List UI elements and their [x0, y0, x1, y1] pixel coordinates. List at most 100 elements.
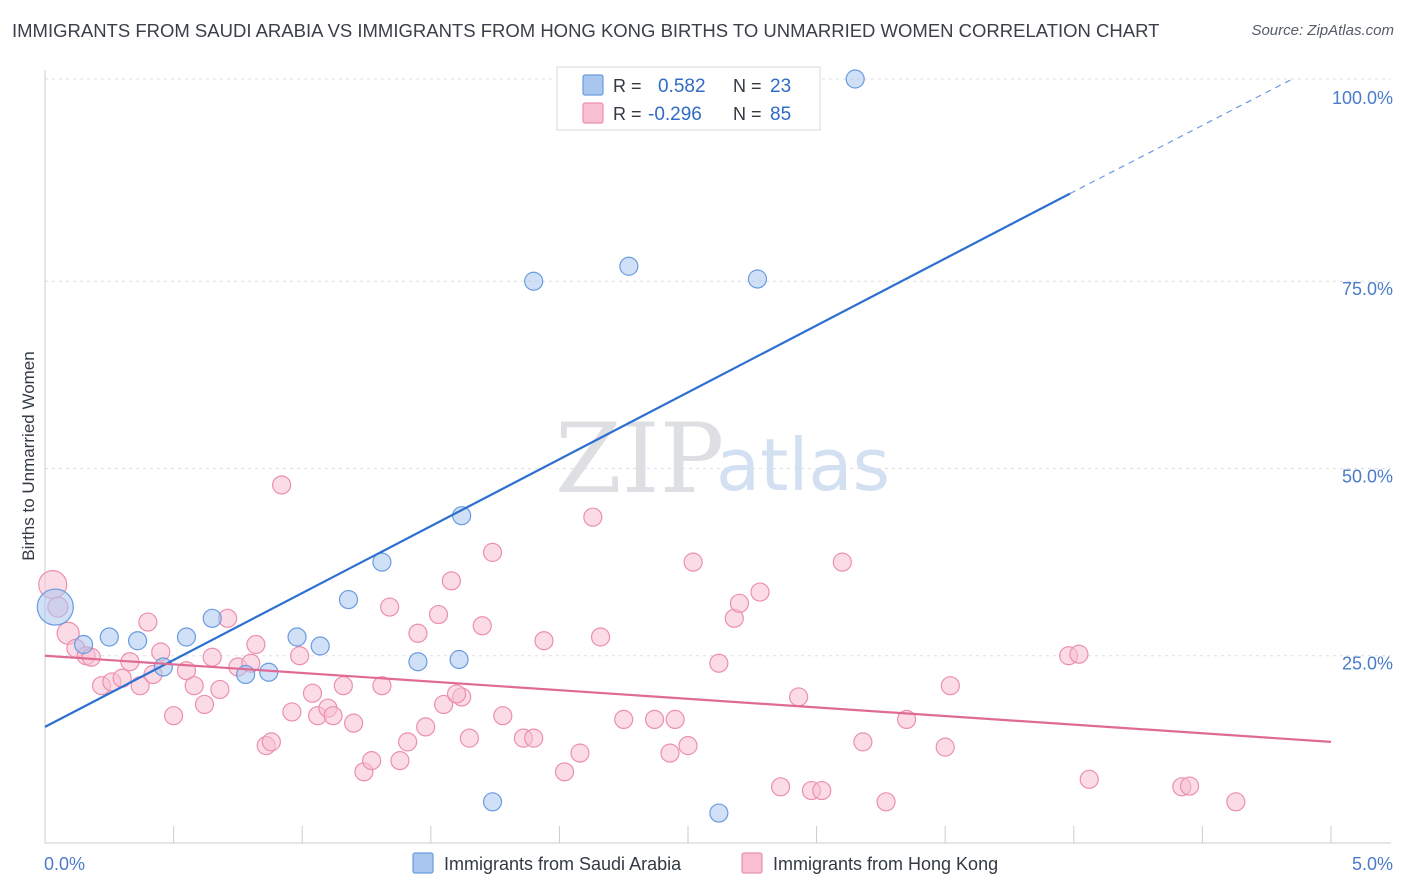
hk-point: [832, 552, 852, 572]
hk-point: [678, 736, 698, 756]
hk-point: [398, 732, 418, 752]
bottom-legend-swatch-hk: [741, 852, 763, 874]
hk-point: [210, 679, 230, 700]
hk-point: [428, 604, 449, 625]
saudi-point: [482, 792, 503, 812]
hk-point: [709, 653, 729, 673]
legend-n-label: N =: [733, 104, 762, 124]
legend-n-value: 85: [770, 104, 791, 125]
y-tick-label: 100.0%: [1332, 88, 1393, 108]
hk-point: [534, 631, 554, 651]
hk-point: [164, 706, 184, 726]
saudi-point: [176, 627, 197, 647]
watermark: ZIP atlas: [555, 403, 890, 515]
hk-point: [282, 702, 302, 722]
saudi-point: [287, 627, 307, 647]
hk-point: [202, 647, 222, 667]
chart-title: IMMIGRANTS FROM SAUDI ARABIA VS IMMIGRAN…: [12, 20, 1160, 41]
saudi-point: [709, 803, 729, 823]
hk-point: [570, 743, 590, 763]
hk-point: [246, 634, 266, 655]
saudi-point: [99, 627, 119, 647]
watermark-atlas: atlas: [716, 423, 890, 507]
saudi-point: [408, 652, 428, 672]
hk-point: [441, 571, 461, 591]
correlation-legend: R = 0.582 N = 23 R = -0.296 N = 85: [556, 66, 821, 131]
hk-point: [770, 777, 791, 797]
hk-point: [194, 694, 215, 715]
hk-point: [362, 751, 382, 771]
grid-lines: [45, 78, 1391, 657]
hk-point: [583, 507, 603, 527]
legend-r-value: -0.296: [648, 104, 702, 125]
hk-point: [1069, 644, 1089, 664]
hk-point: [372, 676, 392, 696]
y-axis-title: Births to Unmarried Women: [19, 351, 38, 560]
bottom-legend-label-hk: Immigrants from Hong Kong: [773, 854, 998, 874]
saudi-point: [747, 269, 768, 289]
hk-points: [38, 475, 1246, 812]
hk-point: [788, 687, 809, 707]
saudi-point: [449, 649, 469, 670]
saudi-point: [202, 608, 222, 628]
source-label: Source: ZipAtlas.com: [1251, 22, 1394, 39]
hk-point: [380, 597, 400, 617]
saudi-point: [524, 271, 544, 291]
legend-swatch-hk: [582, 102, 604, 124]
hk-point: [323, 706, 343, 726]
hk-point: [472, 616, 492, 636]
y-tick-label: 50.0%: [1342, 466, 1393, 486]
hk-point: [1079, 769, 1099, 789]
x-tick-label: 5.0%: [1352, 854, 1393, 874]
saudi-point: [73, 634, 94, 655]
hk-point: [138, 612, 158, 632]
legend-r-label: R =: [613, 104, 642, 124]
hk-point: [459, 728, 479, 748]
saudi-point: [310, 636, 330, 656]
legend-swatch-saudi: [582, 74, 604, 96]
hk-point: [1226, 792, 1246, 812]
hk-point: [524, 728, 544, 748]
hk-point: [184, 676, 204, 696]
hk-point: [493, 706, 513, 726]
hk-point: [729, 593, 750, 613]
hk-point: [434, 694, 454, 715]
saudi-point: [845, 69, 865, 89]
saudi-trend-line: [44, 192, 1071, 728]
hk-point: [935, 737, 955, 757]
saudi-trend-extension: [1069, 78, 1293, 195]
hk-point: [302, 683, 323, 703]
hk-point: [876, 792, 896, 812]
hk-point: [897, 709, 917, 730]
y-tick-label: 25.0%: [1342, 654, 1393, 674]
hk-point: [614, 709, 634, 730]
hk-point: [390, 751, 410, 771]
hk-point: [812, 780, 832, 801]
hk-point: [683, 552, 703, 572]
hk-point: [940, 676, 960, 696]
legend-n-value: 23: [770, 76, 791, 97]
legend-n-label: N =: [733, 76, 762, 96]
axes: [44, 70, 1391, 844]
hk-point: [446, 684, 467, 704]
hk-point: [750, 582, 770, 602]
saudi-point: [372, 552, 392, 572]
hk-point: [416, 717, 436, 737]
series-legend: Immigrants from Saudi Arabia Immigrants …: [412, 852, 998, 874]
hk-point: [482, 542, 503, 562]
hk-point: [644, 709, 665, 730]
legend-r-label: R =: [613, 76, 642, 96]
hk-point: [272, 475, 292, 495]
x-ticks: [44, 826, 1332, 843]
hk-point: [1179, 776, 1200, 796]
y-tick-label: 75.0%: [1342, 279, 1393, 299]
hk-trend-line: [44, 654, 1332, 743]
hk-point: [554, 762, 575, 782]
y-tick-labels: 25.0% 50.0% 75.0% 100.0%: [1332, 88, 1393, 674]
hk-point: [344, 713, 364, 733]
legend-r-value: 0.582: [658, 76, 706, 97]
saudi-point: [127, 631, 148, 651]
hk-point: [333, 676, 353, 696]
bottom-legend-label-saudi: Immigrants from Saudi Arabia: [444, 854, 682, 874]
